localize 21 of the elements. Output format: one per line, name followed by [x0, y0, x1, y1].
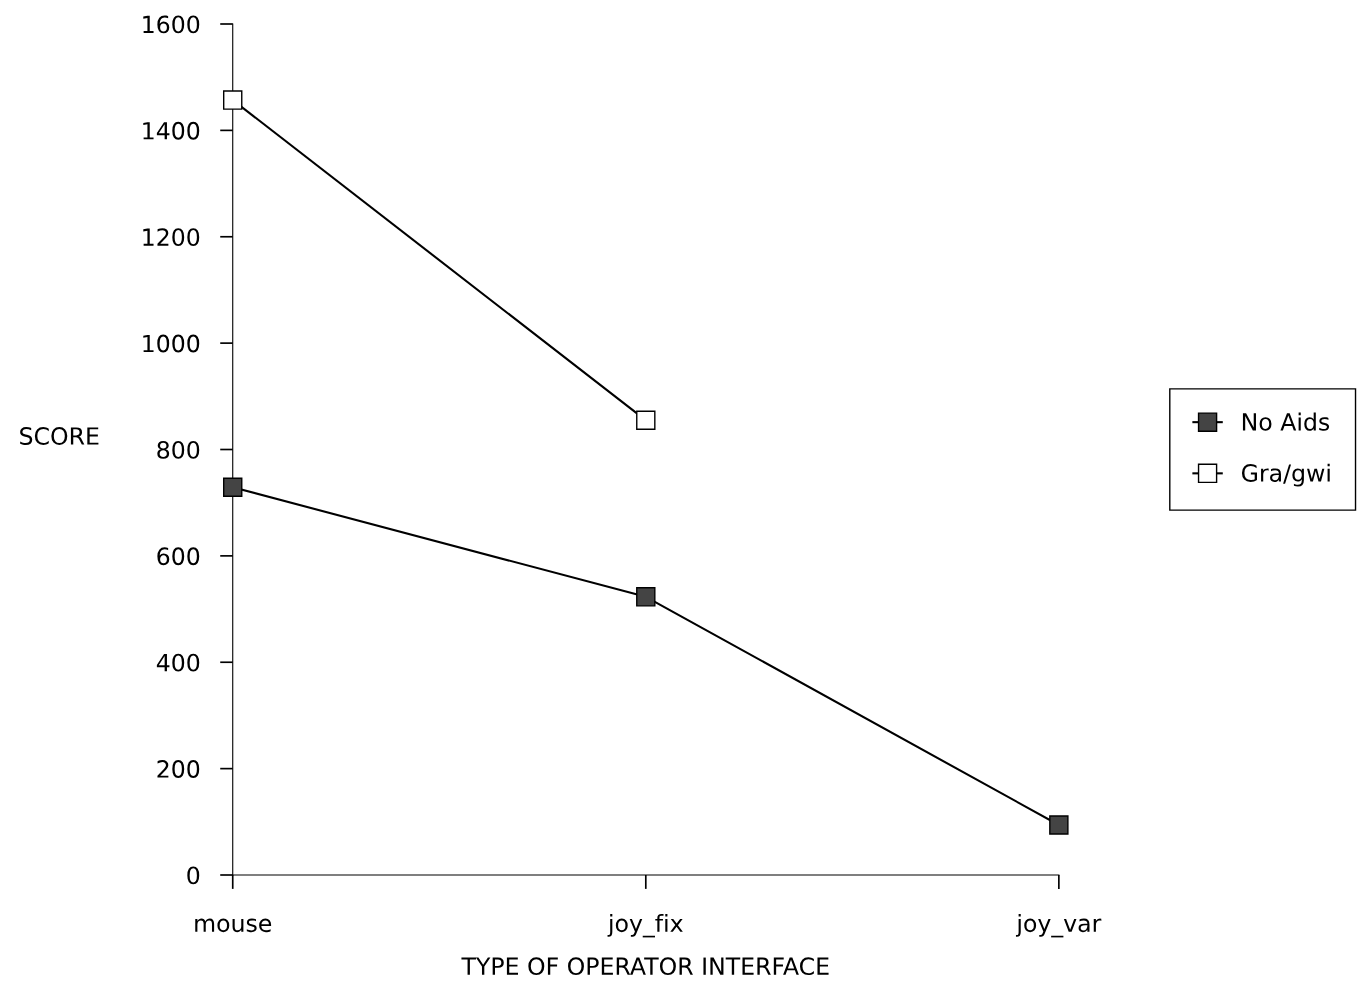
legend-label: Gra/gwi [1241, 463, 1330, 487]
y-tick-label: 1000 [143, 334, 200, 353]
y-tick-label: 1600 [143, 15, 200, 34]
x-tick-label: joy_var [1015, 913, 1102, 938]
y-tick-label: 400 [156, 653, 200, 672]
point [636, 587, 656, 607]
legend-label: No Aids [1242, 412, 1330, 431]
y-axis-title: SCORE [20, 427, 99, 445]
y-tick-label: 200 [157, 760, 200, 778]
y-tick-label: 800 [157, 440, 200, 459]
x-tick-label: mouse [195, 918, 272, 933]
point [1049, 815, 1069, 835]
point [636, 410, 656, 430]
y-tick-label: 1400 [143, 121, 200, 140]
y-tick-label: 1200 [143, 228, 200, 247]
point [223, 477, 243, 497]
x-axis-title: TYPE OF OPERATOR INTERFACE [461, 957, 829, 976]
y-tick-label: 0 [187, 866, 200, 885]
y-tick-label: 600 [157, 547, 200, 566]
x-tick-label: joy_fix [607, 913, 683, 938]
point [223, 90, 243, 110]
